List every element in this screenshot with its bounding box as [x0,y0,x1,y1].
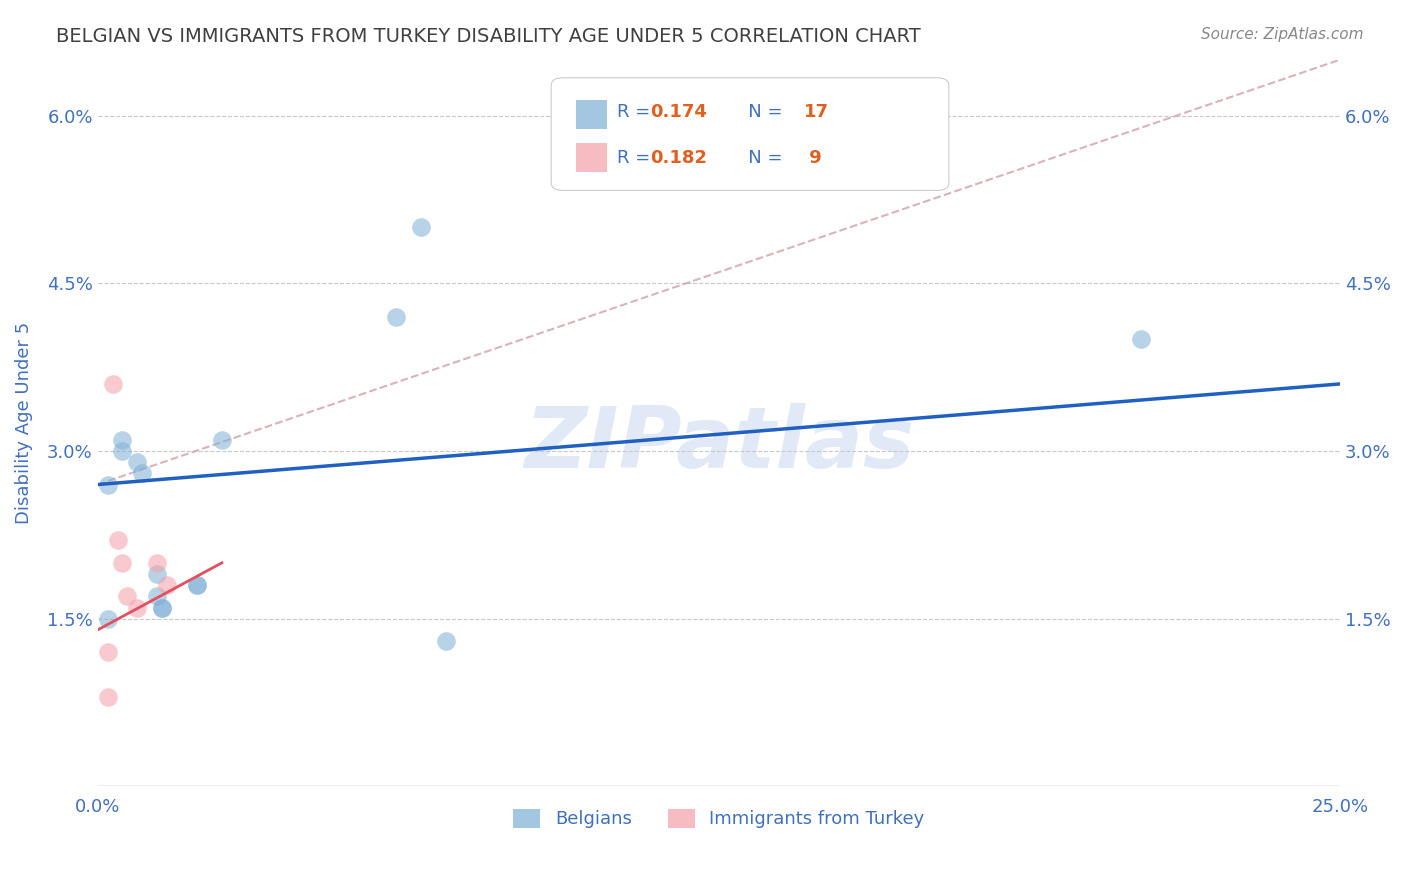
Point [146,567,169,582]
Point [111,433,134,447]
Text: BELGIAN VS IMMIGRANTS FROM TURKEY DISABILITY AGE UNDER 5 CORRELATION CHART: BELGIAN VS IMMIGRANTS FROM TURKEY DISABI… [56,27,921,45]
Point [111,556,134,570]
Point [434,634,457,648]
Point [127,600,149,615]
FancyBboxPatch shape [576,100,607,128]
Text: N =: N = [731,103,789,121]
Text: R =: R = [617,149,657,167]
Text: R =: R = [617,103,657,121]
Legend: Belgians, Immigrants from Turkey: Belgians, Immigrants from Turkey [506,802,932,836]
Point [117,590,139,604]
Point [186,578,208,592]
Point [156,578,179,592]
Point [211,433,233,447]
Point [146,556,169,570]
Point [1130,332,1153,346]
Point [111,444,134,458]
Point [97,477,120,491]
Text: N =: N = [731,149,789,167]
Point [150,600,173,615]
Point [186,578,208,592]
Point [107,533,129,548]
Point [101,376,124,391]
Point [97,645,120,659]
Text: 9: 9 [803,149,823,167]
Point [97,690,120,704]
Text: Source: ZipAtlas.com: Source: ZipAtlas.com [1201,27,1364,42]
Point [150,600,173,615]
Point [146,590,169,604]
FancyBboxPatch shape [576,144,607,172]
Point [127,455,149,469]
Text: 17: 17 [803,103,828,121]
Point [409,220,432,235]
Text: R =: R = [589,111,631,129]
Text: 0.174: 0.174 [651,103,707,121]
Text: ZIPatlas: ZIPatlas [524,403,914,486]
Point [131,467,153,481]
Point [385,310,408,324]
Text: 0.182: 0.182 [651,149,707,167]
Y-axis label: Disability Age Under 5: Disability Age Under 5 [15,322,32,524]
Point [97,612,120,626]
FancyBboxPatch shape [551,78,949,190]
